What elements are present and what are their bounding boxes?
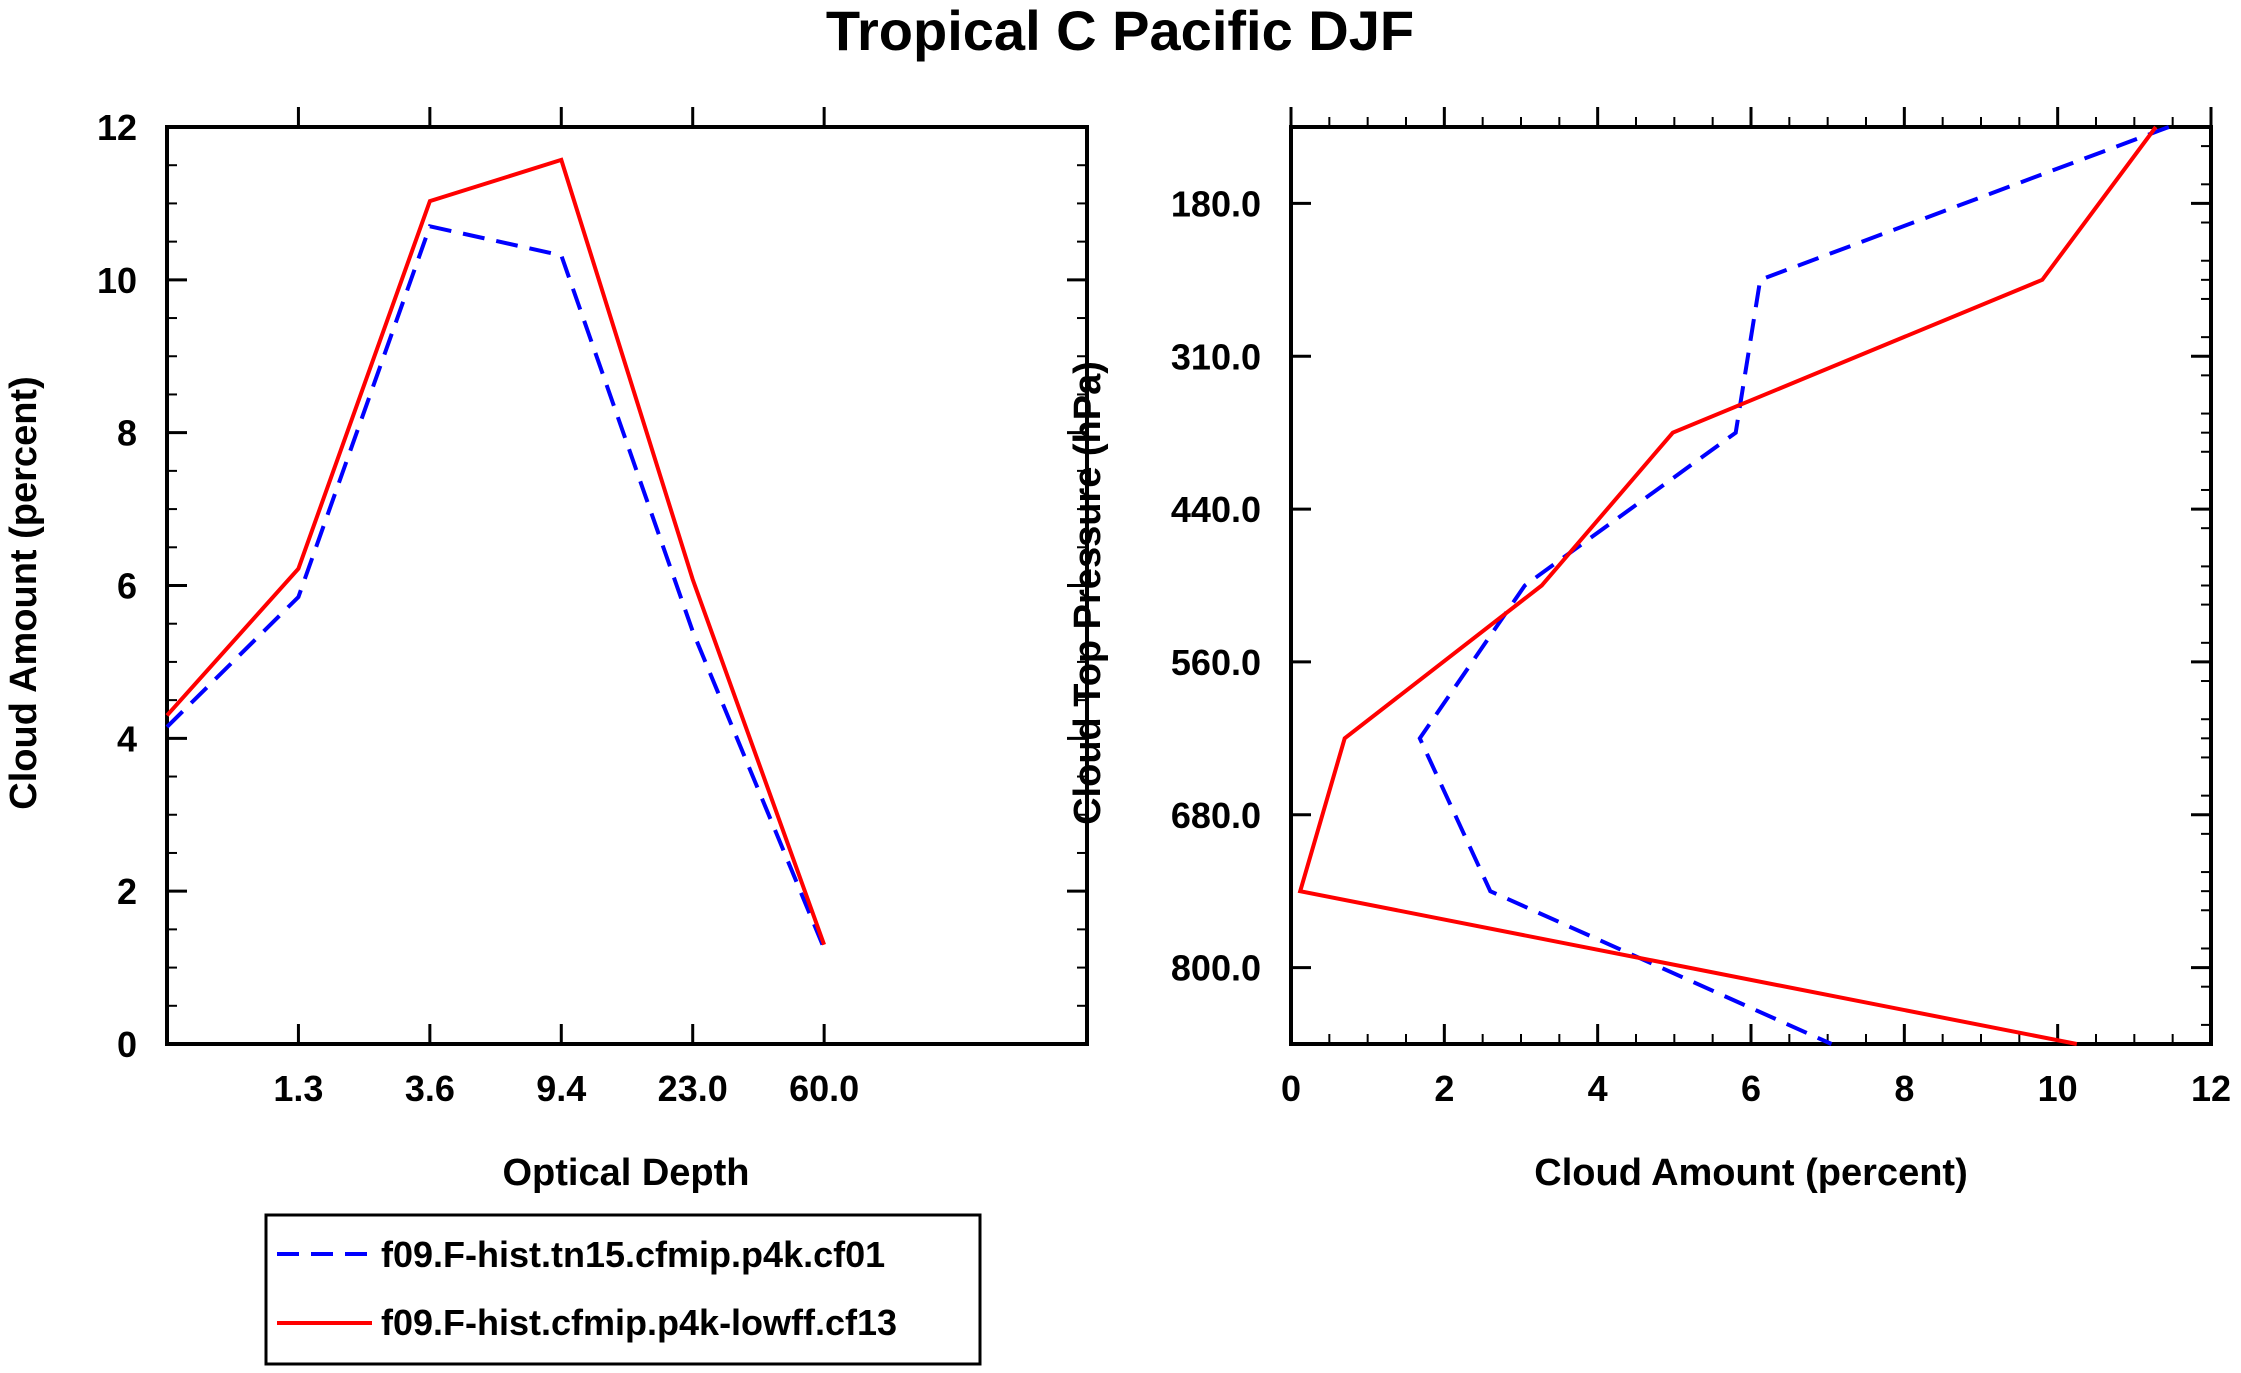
right-y-tick-label: 440.0 (1171, 489, 1261, 530)
right-x-tick-label: 10 (2038, 1068, 2078, 1109)
chart-title: Tropical C Pacific DJF (826, 0, 1414, 62)
left-y-tick-label: 8 (117, 413, 137, 454)
left-y-tick-label: 12 (97, 107, 137, 148)
right-x-axis-label: Cloud Amount (percent) (1534, 1152, 1967, 1194)
left-series-line-solid-red (165, 157, 826, 946)
right-y-tick-label: 310.0 (1171, 336, 1261, 377)
legend-label-series-2: f09.F-hist.cfmip.p4k-lowff.cf13 (381, 1302, 897, 1343)
right-y-axis-label: Cloud Top Pressure (hPa) (1067, 361, 1109, 825)
right-series-line-solid-red (1297, 125, 2158, 1046)
left-plot-frame (165, 125, 1089, 1046)
right-x-tick-label: 0 (1281, 1068, 1301, 1109)
right-y-tick-label: 180.0 (1171, 183, 1261, 224)
left-series-line-dashed-blue (165, 223, 826, 950)
left-x-tick-label: 3.6 (405, 1068, 455, 1109)
right-x-tick-label: 6 (1741, 1068, 1761, 1109)
left-y-tick-label: 10 (97, 260, 137, 301)
left-y-tick-label: 2 (117, 871, 137, 912)
left-x-tick-label: 9.4 (536, 1068, 586, 1109)
right-y-tick-label: 560.0 (1171, 642, 1261, 683)
right-x-tick-label: 2 (1434, 1068, 1454, 1109)
left-y-axis-label: Cloud Amount (percent) (3, 376, 45, 809)
left-plot: 0 2 4 6 8 10 12 1.3 3.6 9.4 23.0 60.0 (97, 107, 1089, 1109)
legend-label-series-1: f09.F-hist.tn15.cfmip.p4k.cf01 (381, 1234, 885, 1275)
left-x-tick-label: 1.3 (273, 1068, 323, 1109)
legend: f09.F-hist.tn15.cfmip.p4k.cf01 f09.F-his… (264, 1213, 982, 1366)
left-x-tick-label: 60.0 (789, 1068, 859, 1109)
right-y-tick-label: 680.0 (1171, 795, 1261, 836)
right-x-tick-label: 12 (2191, 1068, 2231, 1109)
right-y-tick-label: 800.0 (1171, 948, 1261, 989)
right-x-tick-label: 4 (1588, 1068, 1608, 1109)
right-plot: 0 2 4 6 8 10 12 180.0 310.0 440.0 560.0 680.0 800.0 (1171, 107, 2231, 1109)
right-plot-frame (1289, 125, 2213, 1046)
left-y-tick-label: 0 (117, 1024, 137, 1065)
legend-box (264, 1213, 982, 1366)
right-series-line-dashed-blue (1417, 125, 2170, 1046)
left-x-tick-label: 23.0 (658, 1068, 728, 1109)
right-x-tick-label: 8 (1894, 1068, 1914, 1109)
left-y-tick-label: 4 (117, 718, 137, 759)
left-y-tick-label: 6 (117, 566, 137, 607)
left-x-axis-label: Optical Depth (502, 1152, 749, 1194)
